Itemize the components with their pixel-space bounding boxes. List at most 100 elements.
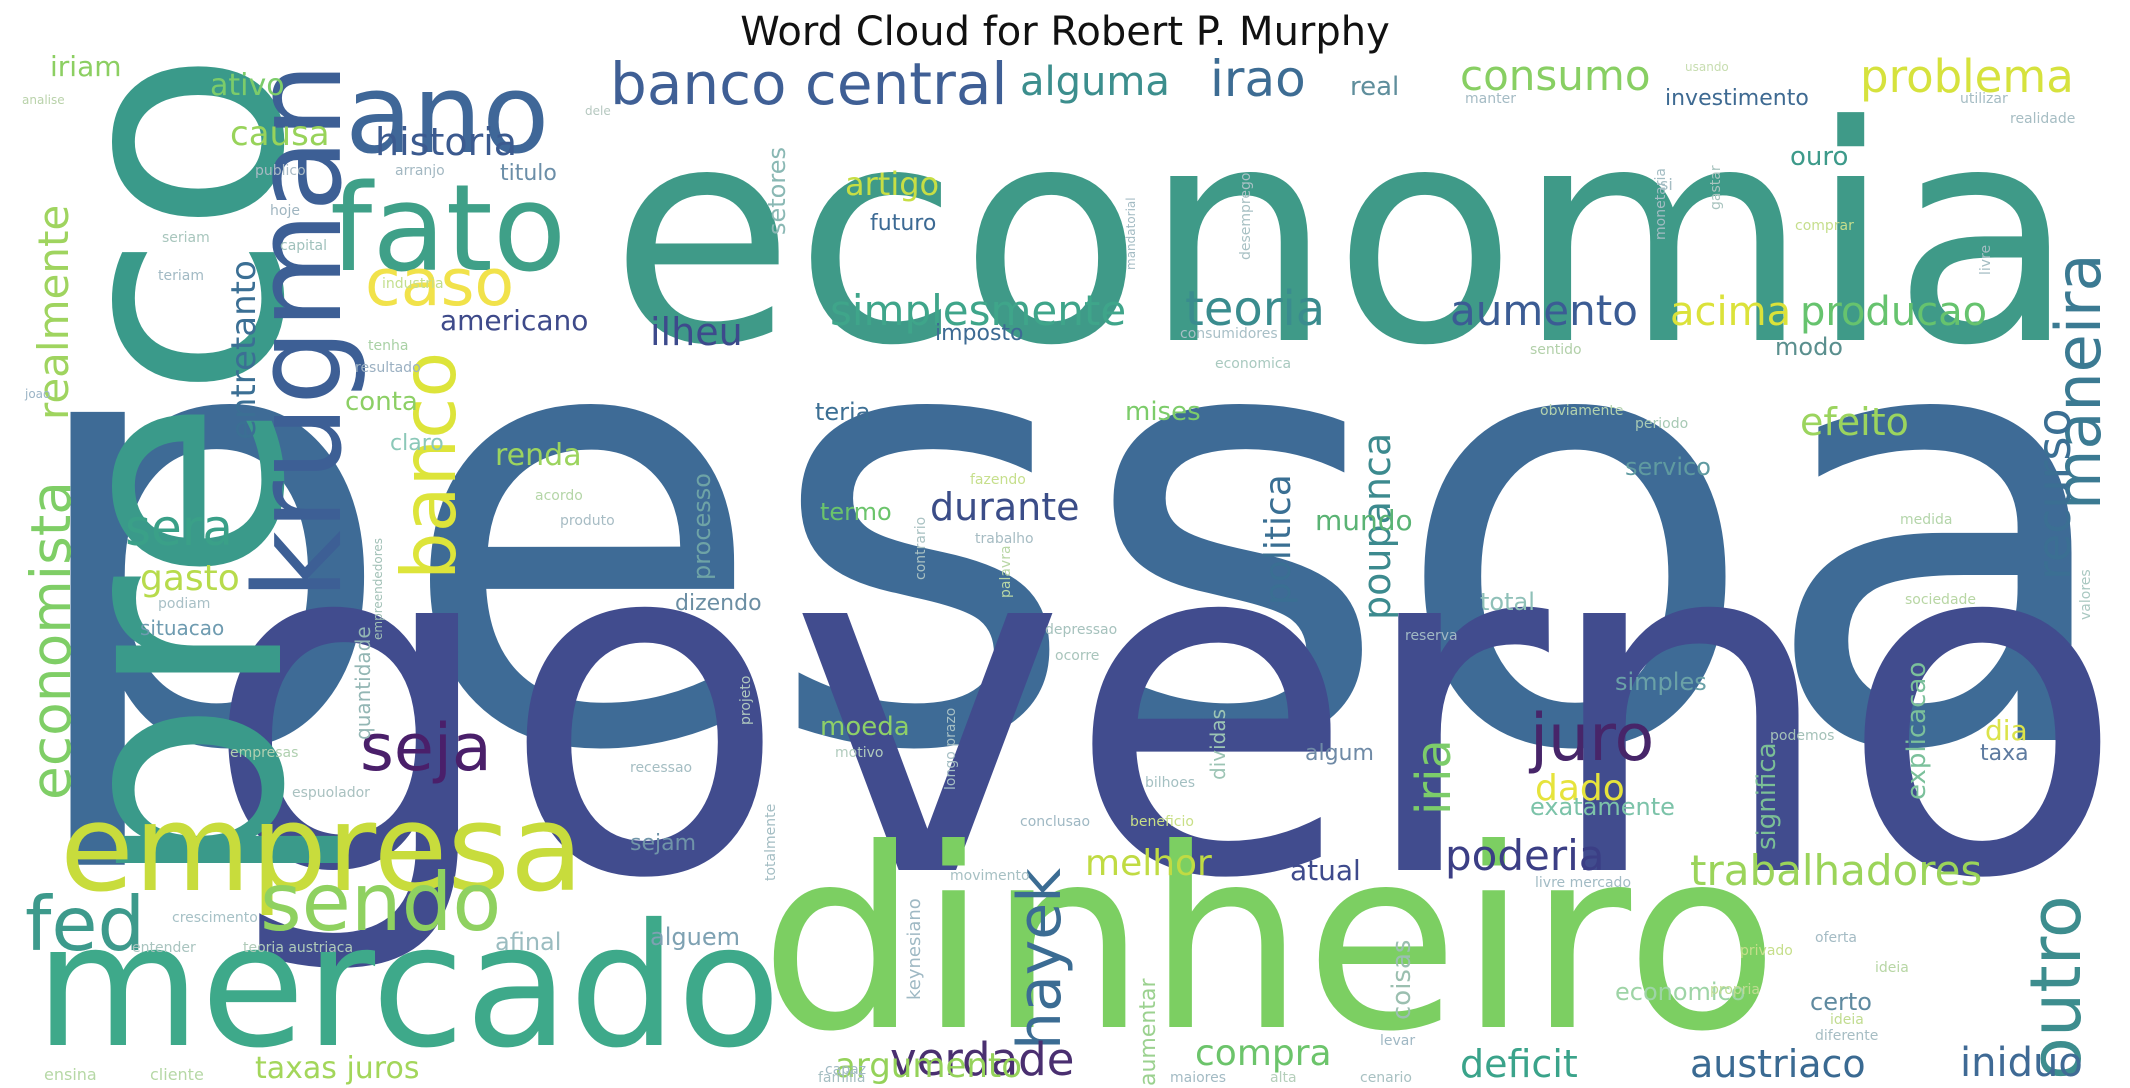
word-trabalhadores: trabalhadores — [1690, 846, 1982, 895]
word-economista: economista — [19, 481, 83, 800]
word-mises: mises — [1125, 397, 1201, 427]
word-si: si — [1660, 175, 1673, 194]
word-utilizar: utilizar — [1960, 91, 2008, 107]
word-poderia: poderia — [1445, 831, 1605, 880]
word-alguem: alguem — [650, 923, 740, 951]
word-seriam: seriam — [162, 230, 210, 246]
word-realmente: realmente — [29, 205, 78, 420]
word-futuro: futuro — [870, 211, 936, 236]
chart-title: Word Cloud for Robert P. Murphy — [740, 9, 1390, 55]
word-palavra: palavra — [998, 545, 1014, 598]
word-real: real — [1350, 72, 1399, 102]
word-alguma: alguma — [1020, 59, 1170, 105]
word-resultado: resultado — [355, 360, 421, 376]
word-empreendedores: empreendedores — [371, 538, 385, 640]
word-termo: termo — [820, 498, 892, 526]
word-fato: fato — [330, 160, 566, 299]
word-periodo: periodo — [1635, 416, 1688, 432]
word-caso: caso — [365, 246, 514, 321]
word-analise: analise — [22, 93, 65, 107]
word-efeito: efeito — [1800, 400, 1909, 444]
word-iriam: iriam — [50, 50, 122, 83]
word-capital: capital — [280, 238, 327, 254]
word-gasto: gasto — [140, 558, 240, 599]
word-oferta: oferta — [1815, 930, 1857, 946]
word-economico: economico — [1615, 978, 1745, 1006]
word-explicacao: explicacao — [1902, 662, 1932, 800]
word-familia: familia — [818, 1070, 865, 1086]
word-durante: durante — [930, 485, 1079, 529]
word-manter: manter — [1465, 91, 1516, 107]
word-ideia: ideia — [1830, 1012, 1864, 1028]
word-teria: teria — [815, 398, 870, 426]
word-algum: algum — [1305, 741, 1374, 766]
word-sociedade: sociedade — [1905, 592, 1976, 608]
word-teriam: teriam — [158, 268, 204, 284]
word-projeto: projeto — [738, 676, 754, 725]
word-maiores: maiores — [1170, 1070, 1226, 1086]
word-dia: dia — [1985, 714, 2028, 747]
word-mandatorial: mandatorial — [1124, 197, 1138, 270]
word-longo-prazo: longo prazo — [943, 708, 959, 790]
word-sera: sera — [125, 499, 233, 557]
word-cenario: cenario — [1360, 1070, 1412, 1086]
word-iria: iria — [1406, 739, 1462, 815]
word-livre-mercado: livre mercado — [1535, 875, 1631, 891]
word-entretanto: entretanto — [224, 260, 264, 440]
word-empresa: empresa — [60, 780, 583, 919]
word-crescimento: crescimento — [172, 910, 258, 926]
word-motivo: motivo — [835, 745, 883, 761]
word-governo: governo — [202, 434, 2126, 981]
word-maneira: maneira — [2042, 253, 2115, 510]
word-aumentar: aumentar — [1136, 978, 1161, 1086]
word-consumo: consumo — [1460, 51, 1651, 100]
word-monetaria: monetaria — [1653, 168, 1669, 240]
word-alta: alta — [1270, 1070, 1297, 1086]
word-preco: preco — [2, 50, 351, 890]
word-atual: atual — [1290, 854, 1361, 887]
word-valores: valores — [2078, 569, 2094, 620]
word-processo: processo — [688, 473, 716, 580]
word-livre: livre — [1978, 245, 1994, 275]
word-deficit: deficit — [1460, 1042, 1578, 1086]
word-afinal: afinal — [495, 928, 561, 956]
word-banco-central: banco central — [610, 50, 1008, 118]
word-acima: acima — [1670, 289, 1791, 335]
word-servico: servico — [1625, 453, 1711, 481]
word-reserva: reserva — [1405, 628, 1458, 644]
word-podiam: podiam — [158, 596, 210, 612]
word-entender: entender — [132, 940, 196, 956]
word-trabalho: trabalho — [975, 531, 1034, 547]
word-exatamente: exatamente — [1530, 793, 1675, 821]
word-medida: medida — [1900, 512, 1953, 528]
word-fazendo: fazendo — [970, 472, 1026, 488]
word-economica: economica — [1215, 356, 1291, 372]
word-bilhoes: bilhoes — [1145, 775, 1195, 791]
word-sendo: sendo — [260, 856, 501, 949]
word-industria: industria — [382, 276, 444, 292]
word-ilheu: ilheu — [650, 310, 743, 354]
word-simplesmente: simplesmente — [830, 286, 1126, 335]
word-dizendo: dizendo — [675, 591, 762, 616]
word-teoria-austriaca: teoria austriaca — [243, 940, 353, 956]
word-argumento: argumento — [835, 1046, 1022, 1086]
word-dado: dado — [1535, 768, 1625, 809]
word-mundo: mundo — [1315, 504, 1413, 537]
word-ano: ano — [345, 50, 549, 178]
word-ensina: ensina — [44, 1065, 97, 1084]
word-gastar: gastar — [1708, 165, 1724, 210]
word-depressao: depressao — [1045, 622, 1117, 638]
word-dele: dele — [585, 104, 611, 118]
word-historia: historia — [375, 120, 517, 164]
word-usando: usando — [1685, 60, 1729, 74]
word-verdade: verdade — [890, 1033, 1074, 1086]
word-moeda: moeda — [820, 712, 910, 742]
word-ativo: ativo — [210, 68, 285, 103]
word-quantidade: quantidade — [351, 626, 375, 740]
word-simples: simples — [1615, 668, 1707, 696]
word-conclusao: conclusao — [1020, 814, 1090, 830]
word-capaz: capaz — [825, 1062, 866, 1078]
word-problema: problema — [1860, 50, 2074, 103]
word-acordo: acordo — [535, 488, 583, 504]
